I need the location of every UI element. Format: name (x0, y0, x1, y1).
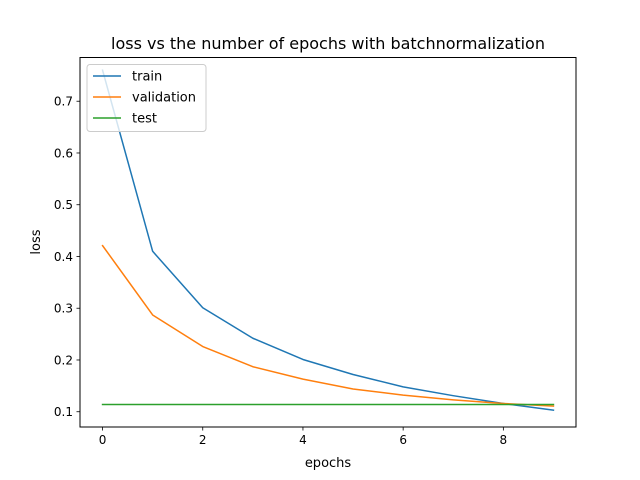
legend-box (86, 64, 207, 132)
y-tick-label: 0.4 (54, 250, 73, 264)
x-axis-ticks: 0 2 4 6 8 (99, 427, 507, 447)
legend-label-train: train (132, 70, 162, 85)
chart-title: loss vs the number of epochs with batchn… (111, 34, 545, 53)
series-line-validation (101, 244, 555, 407)
y-tick-label: 0.5 (54, 198, 73, 212)
x-tick-label: 8 (500, 433, 508, 447)
legend: train validation test (86, 64, 207, 132)
y-tick-label: 0.2 (54, 353, 73, 367)
series-line-train (101, 69, 555, 412)
y-tick-label: 0.3 (54, 302, 73, 316)
plot-frame (79, 57, 577, 428)
x-tick-label: 0 (99, 433, 107, 447)
x-axis-label: epochs (305, 456, 352, 471)
plot-area (101, 69, 555, 412)
x-tick-label: 4 (299, 433, 307, 447)
y-axis-ticks: 0.1 0.2 0.3 0.4 0.5 0.6 0.7 (54, 95, 80, 419)
y-tick-label: 0.1 (54, 405, 73, 419)
y-tick-label: 0.7 (54, 95, 73, 109)
legend-label-test: test (132, 112, 157, 127)
y-tick-label: 0.6 (54, 146, 73, 160)
x-tick-label: 6 (399, 433, 407, 447)
x-tick-label: 2 (199, 433, 207, 447)
legend-label-validation: validation (132, 91, 196, 106)
y-axis-label: loss (29, 229, 44, 254)
